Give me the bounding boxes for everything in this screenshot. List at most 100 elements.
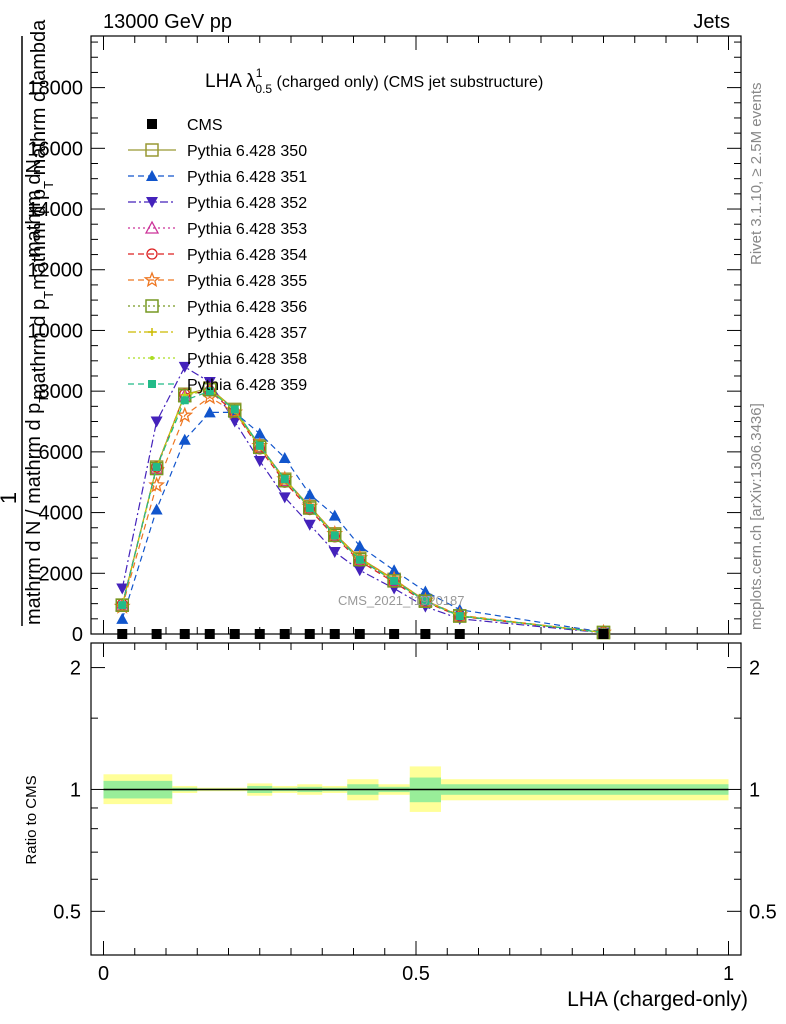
- header-left-label: 13000 GeV pp: [103, 11, 232, 33]
- ylabel-lower-b: mathrm d pT: [28, 291, 56, 400]
- data-point-cms: [179, 629, 190, 639]
- data-point-pythia-6-428-351: [388, 564, 401, 576]
- data-point-pythia-6-428-351: [328, 509, 341, 521]
- data-point-pythia-6-428-359: [455, 612, 464, 621]
- plot-title-main: LHA λ: [205, 71, 256, 92]
- ratio-y-tick-label-right: 1: [749, 779, 760, 801]
- ylabel-lower-a-sub: T: [36, 395, 51, 403]
- legend-marker-pythia-6-428-353: [144, 220, 160, 234]
- data-point-pythia-6-428-352: [278, 492, 291, 504]
- data-point-pythia-6-428-351: [353, 539, 366, 551]
- data-point-pythia-6-428-352: [116, 583, 129, 595]
- data-point-pythia-6-428-356: [418, 594, 433, 608]
- ratio-plot-area: 0.5 0.5 1 1 2 2 0 0.5 1: [53, 642, 777, 985]
- data-point-pythia-6-428-351: [178, 433, 191, 445]
- mcplots-label: mcplots.cern.ch [arXiv:1306.3436]: [748, 403, 765, 630]
- main-plot-area: 0 2000 4000 6000 8000 10000 12000 14000 16000 180…: [27, 35, 742, 646]
- data-point-pythia-6-428-356: [353, 552, 367, 567]
- ylabel-lower-b-sub: T: [41, 291, 56, 299]
- series-cms: [117, 629, 609, 639]
- ylabel-upper-a: mathrm dN: [23, 159, 45, 258]
- legend-marker-pythia-6-428-351: [146, 170, 158, 181]
- data-point-cms: [329, 629, 340, 639]
- x-tick-label: 0.5: [402, 963, 430, 985]
- data-point-pythia-6-428-356: [303, 501, 317, 515]
- legend-label-pythia-6-428-354: Pythia 6.428 354: [187, 247, 307, 264]
- data-point-pythia-6-428-356: [253, 440, 267, 455]
- ratio-ylabel: Ratio to CMS: [23, 775, 40, 864]
- data-point-pythia-6-428-351: [150, 503, 163, 515]
- data-point-pythia-6-428-359: [180, 396, 189, 405]
- series-line-pythia-6-428-357: [121, 388, 604, 634]
- series-pythia-6-428-351: [116, 406, 610, 638]
- data-point-pythia-6-428-359: [421, 597, 430, 606]
- ratio-y-tick-label: 2: [70, 658, 81, 680]
- data-point-cms: [454, 629, 465, 639]
- ylabel-upper-b: mathrm d pT mathrm d lambda: [28, 19, 56, 290]
- ratio-y-tick-label-right: 0.5: [749, 901, 777, 923]
- legend-label-pythia-6-428-352: Pythia 6.428 352: [187, 195, 307, 212]
- legend-label-cms: CMS: [187, 117, 223, 134]
- data-point-pythia-6-428-356: [203, 382, 217, 397]
- data-point-cms: [304, 629, 315, 639]
- ylabel-one: 1: [0, 492, 21, 504]
- data-point-cms: [254, 629, 265, 639]
- legend-marker-pythia-6-428-354: [146, 248, 158, 260]
- y-tick-label: 10000: [27, 320, 83, 342]
- data-point-cms: [598, 629, 609, 639]
- data-point-cms: [420, 629, 431, 639]
- legend-label-pythia-6-428-351: Pythia 6.428 351: [187, 169, 307, 186]
- header-right-label: Jets: [693, 11, 730, 33]
- y-tick-label: 8000: [39, 381, 84, 403]
- ratio-y-tick-label: 0.5: [53, 901, 81, 923]
- legend-label-pythia-6-428-359: Pythia 6.428 359: [187, 377, 307, 394]
- data-point-pythia-6-428-359: [305, 504, 314, 513]
- data-point-pythia-6-428-355: [148, 476, 165, 493]
- data-point-pythia-6-428-352: [150, 416, 163, 428]
- data-point-pythia-6-428-352: [253, 455, 266, 467]
- y-tick-label: 14000: [27, 199, 83, 221]
- data-point-cms: [279, 629, 290, 639]
- y-tick-label: 16000: [27, 138, 83, 160]
- data-point-pythia-6-428-359: [330, 531, 339, 540]
- y-tick-label: 6000: [39, 442, 84, 464]
- plot-title-sub: 0.5: [255, 82, 272, 96]
- y-tick-label: 12000: [27, 260, 83, 282]
- analysis-watermark: CMS_2021_I1920187: [338, 593, 465, 608]
- ylabel-upper-b-sub: T: [41, 181, 56, 189]
- legend-marker-pythia-6-428-358: [150, 356, 154, 360]
- data-point-pythia-6-428-355: [113, 597, 131, 614]
- y-tick-label: 4000: [39, 503, 84, 525]
- data-point-pythia-6-428-352: [228, 416, 241, 428]
- data-point-pythia-6-428-351: [419, 585, 432, 597]
- ylabel-lower-b-main: mathrm d p: [28, 299, 50, 400]
- x-tick-label: 1: [723, 963, 734, 985]
- y-tick-label: 2000: [39, 563, 84, 585]
- data-point-pythia-6-428-359: [152, 463, 161, 472]
- ratio-y-tick-label-right: 2: [749, 658, 760, 680]
- data-point-cms: [151, 629, 162, 639]
- legend-label-pythia-6-428-356: Pythia 6.428 356: [187, 299, 307, 316]
- data-point-pythia-6-428-359: [230, 405, 239, 414]
- data-point-pythia-6-428-351: [253, 427, 266, 439]
- data-point-pythia-6-428-359: [390, 576, 399, 585]
- legend-marker-pythia-6-428-355: [143, 271, 161, 288]
- data-point-pythia-6-428-351: [278, 451, 291, 463]
- legend-marker-pythia-6-428-350: [145, 143, 159, 157]
- data-point-pythia-6-428-356: [115, 598, 129, 612]
- series-line-pythia-6-428-356: [121, 388, 604, 634]
- data-point-pythia-6-428-359: [205, 387, 214, 396]
- legend-marker-pythia-6-428-356: [145, 299, 159, 313]
- legend-label-pythia-6-428-353: Pythia 6.428 353: [187, 221, 307, 238]
- legend-marker-pythia-6-428-357: [148, 328, 156, 336]
- ylabel-lower-a: mathrm d N / mathrm d pT: [23, 395, 51, 625]
- series-line-pythia-6-428-351: [121, 411, 604, 633]
- data-point-pythia-6-428-356: [149, 461, 164, 476]
- y-tick-label: 18000: [27, 78, 83, 100]
- legend-marker-pythia-6-428-352: [146, 197, 158, 208]
- data-point-pythia-6-428-359: [255, 441, 264, 450]
- plot-title-sup: 1: [256, 66, 263, 80]
- data-point-pythia-6-428-352: [178, 361, 191, 373]
- data-point-pythia-6-428-359: [118, 601, 127, 610]
